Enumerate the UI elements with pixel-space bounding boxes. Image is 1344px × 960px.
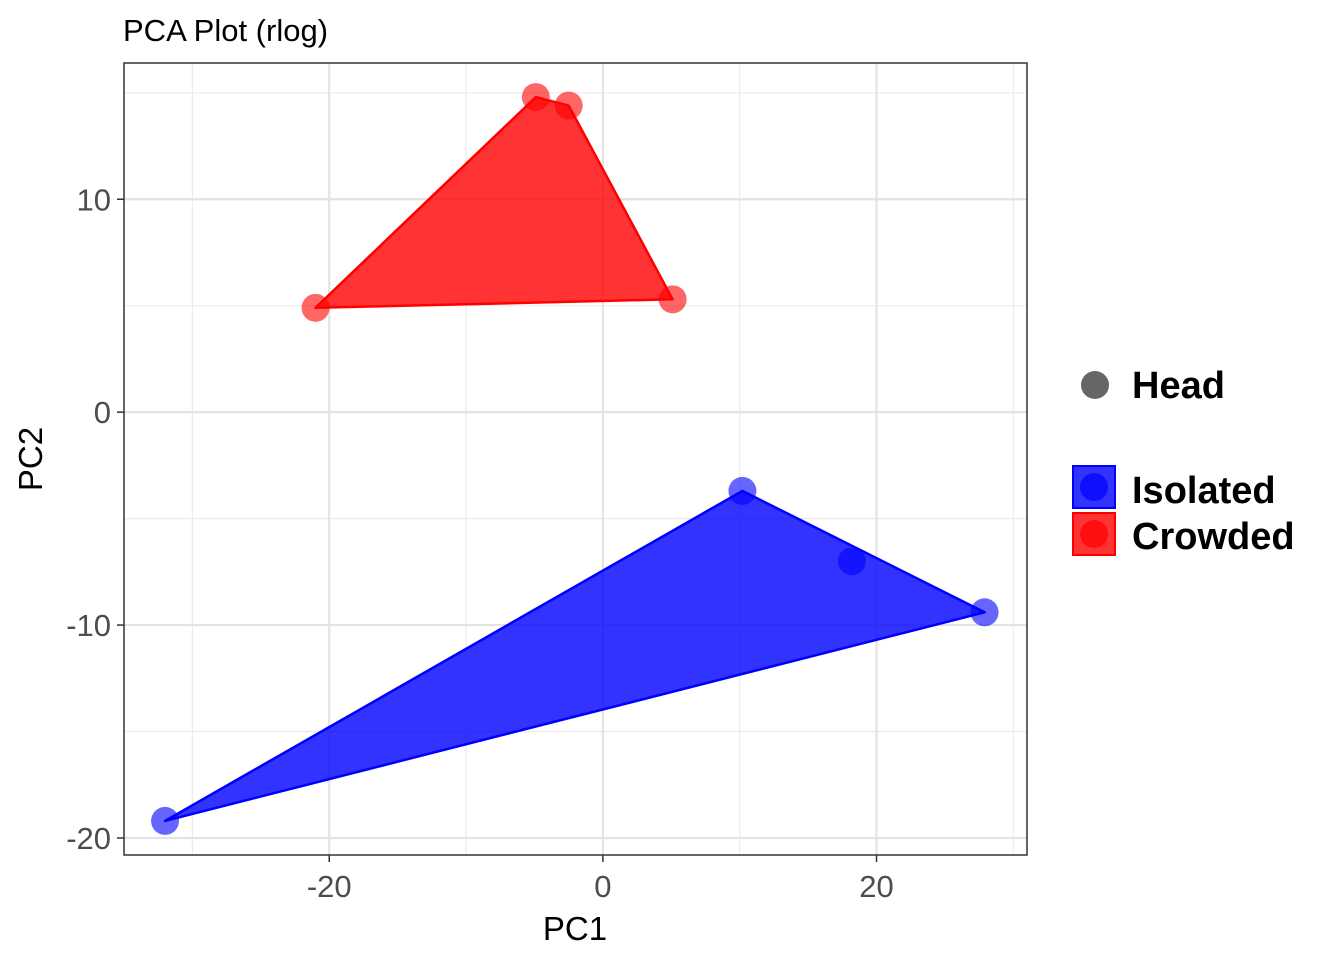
axis-ticks: -20 0 20 -20 -10 0 10 [66,182,894,904]
hull-isolated [163,489,986,823]
point-isolated [151,806,180,835]
legend: Head Isolated Crowded [1072,365,1295,558]
point-isolated [728,476,757,505]
y-tick-label: 0 [94,395,111,430]
legend-dot-crowded [1080,520,1108,548]
x-tick-label: 0 [594,869,611,904]
legend-label-isolated: Isolated [1132,470,1276,512]
y-axis-label: PC2 [12,427,49,491]
y-tick-label: 10 [77,182,111,217]
point-crowded [554,91,583,120]
legend-dot-isolated [1080,473,1108,501]
x-axis-label: PC1 [543,910,607,947]
legend-shape-dot [1081,371,1109,399]
legend-label-crowded: Crowded [1132,516,1295,558]
legend-shape-label: Head [1132,365,1225,407]
point-crowded [658,285,687,314]
point-crowded [521,83,550,112]
x-tick-label: -20 [307,869,352,904]
x-tick-label: 20 [859,869,893,904]
y-tick-label: -10 [66,608,111,643]
plot-border [123,62,1028,856]
point-isolated [970,598,999,627]
point-crowded [301,293,330,322]
point-layer [151,83,999,835]
y-tick-label: -20 [66,821,111,856]
point-isolated [837,547,866,576]
chart-title: PCA Plot (rlog) [123,13,328,48]
